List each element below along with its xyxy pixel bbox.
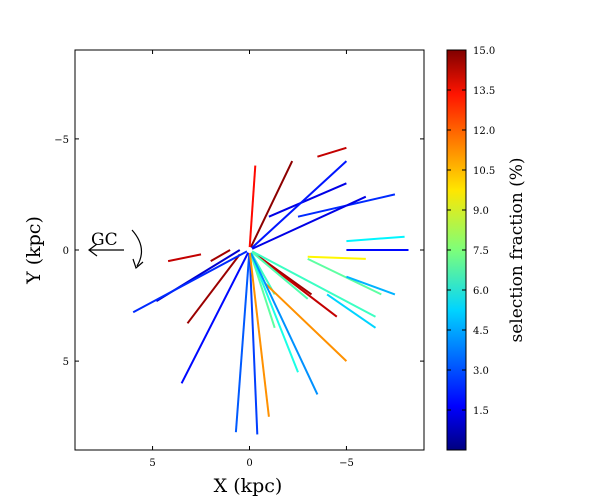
rotation-arrow: [131, 229, 143, 267]
gc-label: GC: [91, 230, 118, 250]
colorbar-tick-label: 13.5: [473, 86, 495, 97]
colorbar-tick-label: 4.5: [473, 326, 489, 337]
sightline-22: [180, 249, 251, 384]
sightline-18: [248, 249, 259, 435]
colorbar-tick-label: 15.0: [473, 46, 495, 57]
sightline-27: [249, 195, 367, 251]
sightline-23: [132, 249, 250, 314]
y-axis: −5 0 5: [54, 135, 424, 368]
colorbar-ticks: 1.5 3.0 4.5 6.0 7.5 9.0 10.5 12.0 13.5 15.0: [447, 46, 495, 417]
sightline-16: [186, 253, 241, 324]
colorbar-tick-label: 12.0: [473, 126, 495, 137]
sightline-21: [248, 249, 319, 395]
colorbar-tick-label: 10.5: [473, 166, 495, 177]
sightline-7: [326, 293, 377, 329]
y-axis-label: Y (kpc): [23, 216, 45, 285]
sightline-17: [234, 249, 251, 433]
sightline-30: [248, 249, 270, 417]
x-axis: 5 0 −5: [149, 50, 354, 469]
plot-area: 5 0 −5 −5 0 5: [54, 49, 425, 469]
sightline-14: [167, 253, 202, 263]
sightline-11: [248, 160, 294, 251]
sightline-layer: [132, 146, 409, 435]
sightline-29: [248, 249, 309, 300]
x-axis-label: X (kpc): [214, 475, 283, 497]
colorbar-tick-label: 9.0: [473, 206, 489, 217]
y-tick-label: 0: [63, 246, 69, 257]
gc-arrow-head-icon: [88, 243, 98, 257]
colorbar-tick-label: 7.5: [473, 246, 489, 257]
sightline-4: [268, 182, 347, 218]
x-tick-label: 5: [149, 458, 155, 469]
observer-marker: [246, 247, 253, 253]
colorbar-tick-label: 3.0: [473, 366, 489, 377]
sightline-26: [317, 146, 347, 158]
sightline-13: [210, 249, 231, 262]
sightline-6: [346, 275, 396, 296]
y-tick-label: 5: [63, 357, 69, 368]
colorbar-label: selection fraction (%): [507, 157, 527, 342]
sightline-9: [264, 282, 348, 362]
sightline-25: [248, 160, 348, 251]
colorbar: 1.5 3.0 4.5 6.0 7.5 9.0 10.5 12.0 13.5 15.0 selec…: [446, 46, 527, 451]
sightline-12: [248, 165, 257, 251]
sightline-28: [249, 249, 376, 318]
sightline-5: [307, 257, 382, 296]
x-tick-label: 0: [246, 458, 252, 469]
x-tick-label: −5: [339, 458, 354, 469]
colorbar-tick-label: 6.0: [473, 286, 489, 297]
colorbar-tick-label: 1.5: [473, 406, 489, 417]
gc-annotation: GC: [88, 229, 144, 270]
sightline-20: [248, 249, 299, 373]
y-tick-label: −5: [54, 135, 69, 146]
sightline-1: [346, 235, 405, 243]
rotation-arrow-head-icon: [132, 258, 144, 270]
sightline-2: [307, 255, 366, 260]
